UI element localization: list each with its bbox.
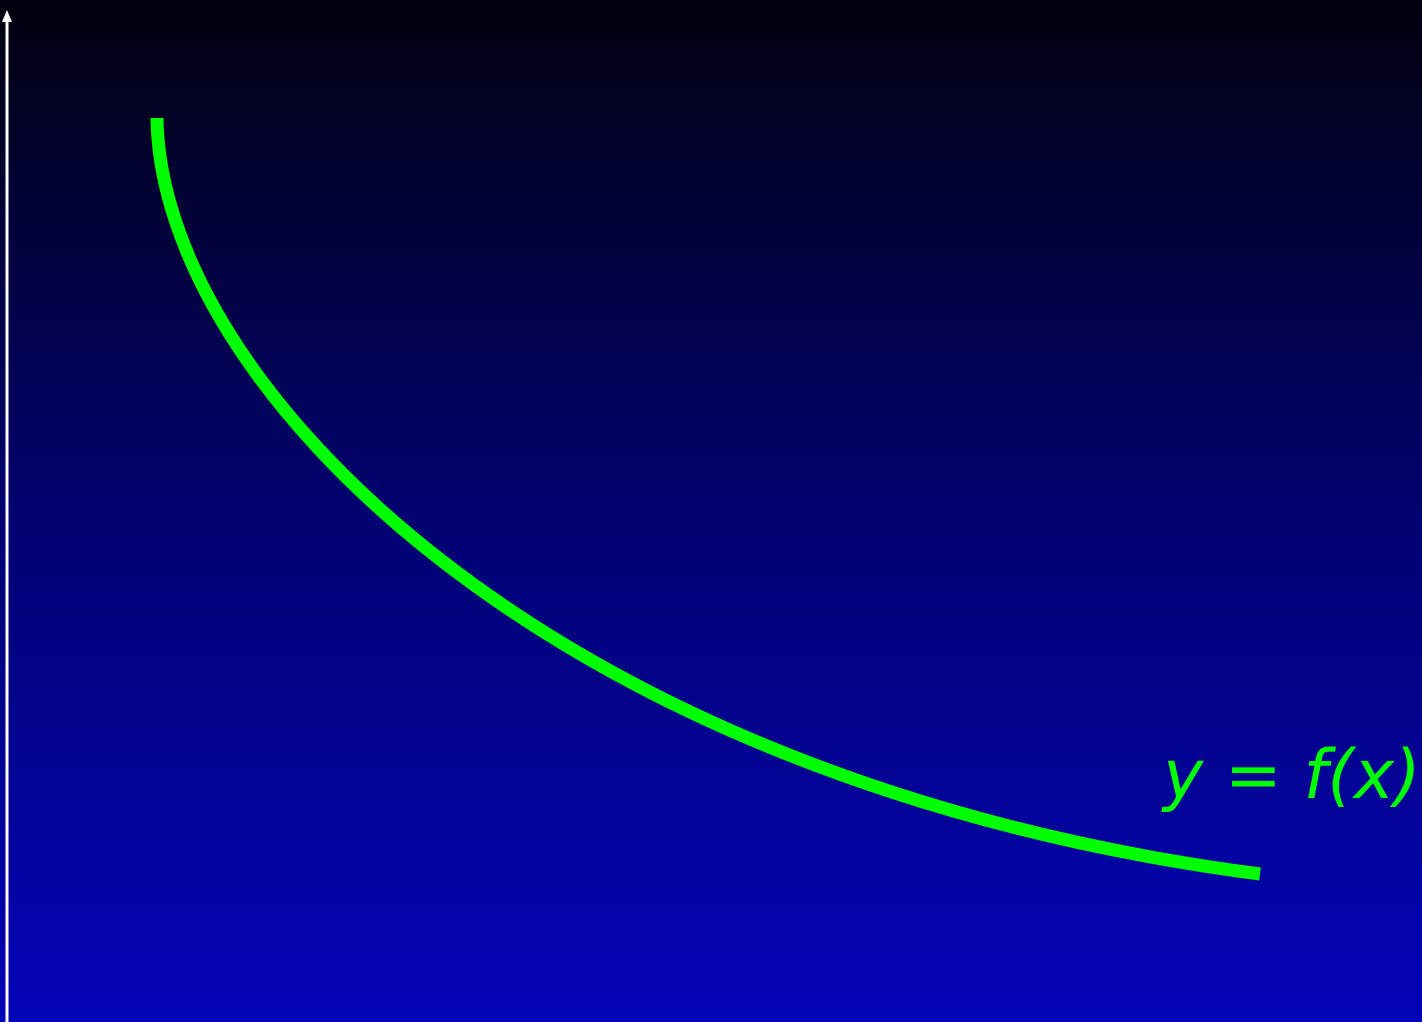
curve-line [150, 117, 1261, 881]
curve-label: y = f(x) [1163, 736, 1421, 815]
y-axis-arrowhead [2, 10, 12, 22]
